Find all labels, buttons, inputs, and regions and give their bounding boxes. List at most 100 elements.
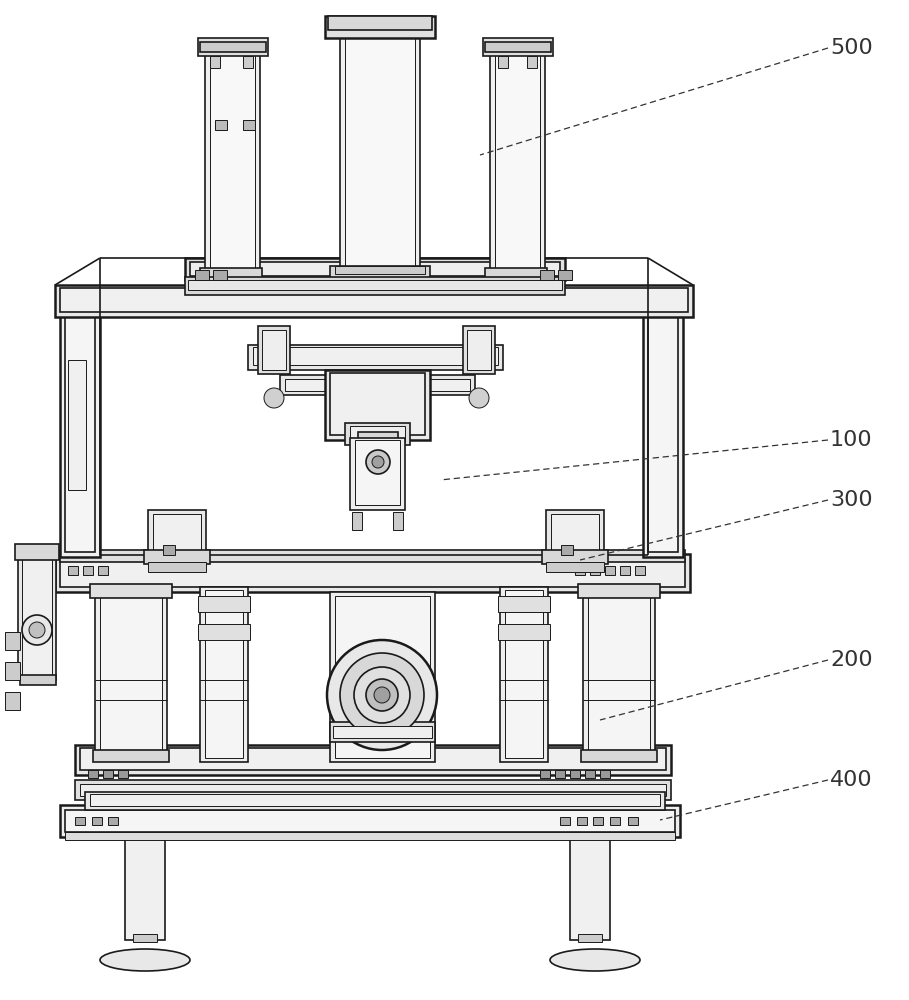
Circle shape (366, 450, 390, 474)
Bar (85, 792, 665, 810)
Bar (498, 596, 550, 612)
Bar (560, 817, 570, 825)
Bar (210, 53, 255, 273)
Bar (20, 675, 56, 685)
Bar (585, 770, 595, 778)
Bar (555, 770, 565, 778)
Bar (60, 550, 685, 562)
Bar (325, 370, 430, 440)
Bar (355, 440, 400, 505)
Bar (285, 379, 470, 391)
Bar (5, 632, 20, 650)
Text: 400: 400 (830, 770, 873, 790)
Circle shape (372, 456, 384, 468)
Bar (358, 432, 398, 452)
Bar (93, 750, 169, 762)
Bar (551, 514, 599, 556)
Bar (577, 817, 587, 825)
Bar (88, 770, 98, 778)
Bar (213, 270, 227, 280)
Bar (542, 550, 608, 564)
Bar (60, 805, 680, 837)
Bar (15, 544, 59, 560)
Bar (345, 423, 410, 445)
Bar (198, 624, 250, 640)
Bar (200, 42, 266, 52)
Bar (463, 326, 495, 374)
Bar (80, 784, 666, 796)
Bar (190, 262, 560, 276)
Bar (65, 810, 675, 832)
Bar (581, 750, 657, 762)
Bar (22, 557, 52, 675)
Bar (546, 510, 604, 560)
Bar (540, 770, 550, 778)
Bar (133, 934, 157, 942)
Bar (635, 566, 645, 575)
Bar (575, 566, 585, 575)
Bar (648, 292, 678, 552)
Bar (600, 770, 610, 778)
Bar (75, 780, 671, 800)
Bar (500, 587, 548, 762)
Bar (578, 934, 602, 942)
Bar (593, 817, 603, 825)
Bar (90, 584, 172, 598)
Bar (215, 120, 227, 130)
Bar (210, 56, 220, 68)
Circle shape (469, 388, 489, 408)
Text: 300: 300 (830, 490, 873, 510)
Bar (570, 818, 610, 940)
Bar (243, 56, 253, 68)
Text: 500: 500 (830, 38, 873, 58)
Bar (330, 592, 435, 762)
Bar (95, 590, 167, 760)
Bar (68, 360, 86, 490)
Bar (65, 832, 675, 840)
Bar (83, 566, 93, 575)
Bar (163, 545, 175, 555)
Bar (100, 593, 162, 755)
Bar (80, 748, 666, 770)
Bar (628, 817, 638, 825)
Circle shape (340, 653, 424, 737)
Bar (495, 53, 540, 273)
Bar (253, 347, 498, 365)
Bar (5, 662, 20, 680)
Bar (262, 330, 286, 370)
Bar (325, 16, 435, 38)
Bar (5, 692, 20, 710)
Bar (118, 770, 128, 778)
Bar (350, 438, 405, 510)
Bar (485, 268, 547, 280)
Bar (90, 794, 660, 806)
Bar (198, 38, 268, 56)
Bar (561, 545, 573, 555)
Bar (328, 16, 432, 30)
Circle shape (29, 622, 45, 638)
Bar (92, 817, 102, 825)
Bar (588, 593, 650, 755)
Text: 100: 100 (830, 430, 873, 450)
Bar (583, 590, 655, 760)
Bar (345, 33, 415, 273)
Bar (200, 587, 248, 762)
Bar (148, 510, 206, 560)
Bar (330, 373, 425, 435)
Bar (60, 287, 100, 557)
Bar (248, 345, 503, 370)
Bar (540, 270, 554, 280)
Bar (280, 375, 475, 395)
Bar (153, 514, 201, 556)
Bar (148, 562, 206, 572)
Circle shape (354, 667, 410, 723)
Bar (505, 590, 543, 758)
Bar (185, 258, 565, 280)
Text: 200: 200 (830, 650, 873, 670)
Bar (144, 550, 210, 564)
Bar (75, 745, 671, 775)
Bar (620, 566, 630, 575)
Bar (546, 562, 604, 572)
Bar (333, 726, 432, 738)
Bar (498, 624, 550, 640)
